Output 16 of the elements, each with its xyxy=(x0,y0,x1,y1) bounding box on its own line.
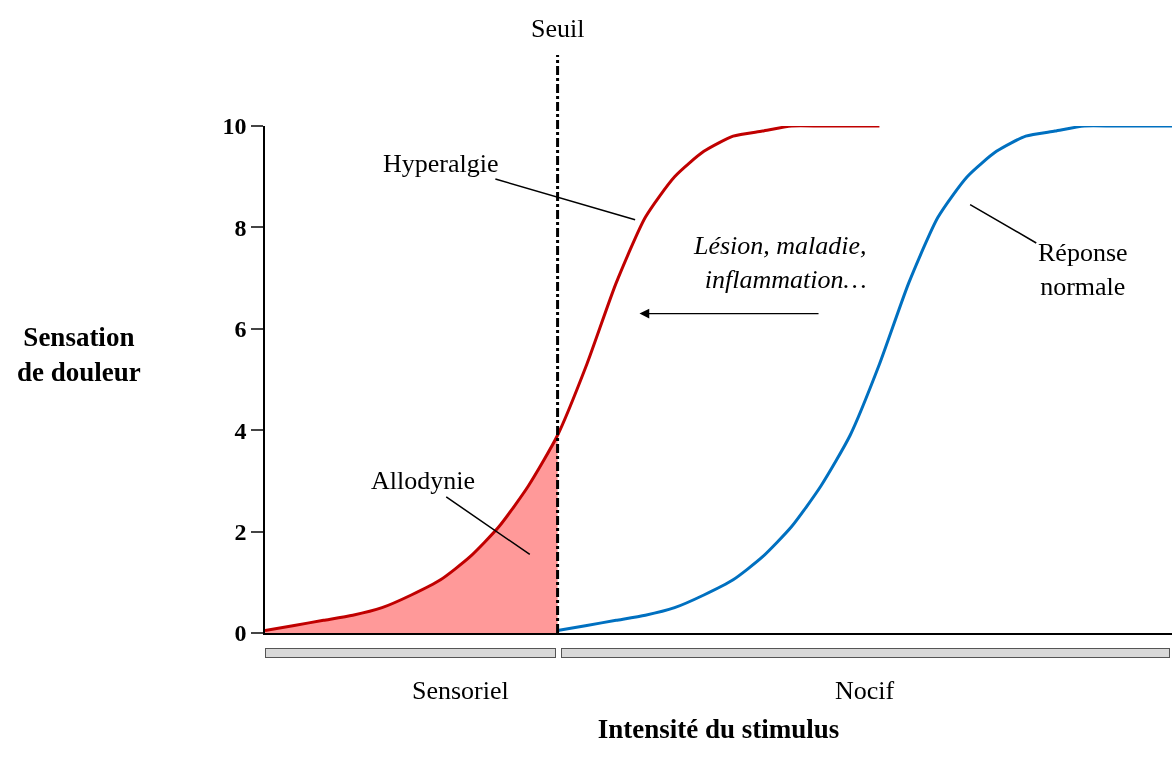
annotation: Réponse normale xyxy=(1038,238,1128,301)
annotation: Allodynie xyxy=(371,466,475,495)
text: Sensoriel xyxy=(412,676,509,705)
y-tick-label: 10 xyxy=(222,113,247,140)
line-series xyxy=(556,126,1172,632)
text: Seuil xyxy=(531,14,585,43)
y-tick-label: 0 xyxy=(234,620,247,647)
annotation: Hyperalgie xyxy=(383,149,499,178)
text: Nocif xyxy=(835,676,895,705)
y-tick-label: 2 xyxy=(234,519,247,545)
annotation: Lésion, maladie, inflammation… xyxy=(693,231,867,294)
y-tick-label: 8 xyxy=(234,214,247,241)
y-axis-title: Sensation de douleur xyxy=(17,322,141,388)
x-axis-title: Intensité du stimulus xyxy=(597,713,840,744)
y-tick-label: 6 xyxy=(234,316,247,343)
y-tick-label: 4 xyxy=(234,417,247,444)
